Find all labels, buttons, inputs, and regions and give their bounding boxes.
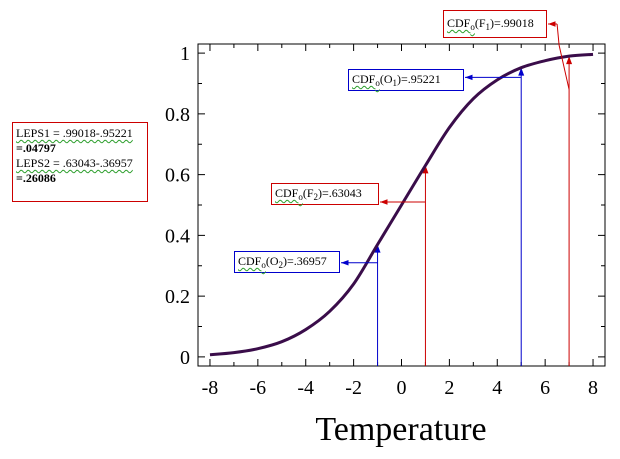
annotation-o1-sub-o: o bbox=[375, 78, 380, 88]
annotation-cdf-f2: CDFo(F2)=.63043 bbox=[271, 183, 379, 205]
annotation-o1-prefix: CDF bbox=[352, 72, 376, 86]
y-tick-label: 0.4 bbox=[165, 225, 190, 247]
x-tick-label: -2 bbox=[345, 377, 362, 399]
y-tick-label: 0.8 bbox=[165, 104, 190, 126]
reference-lines bbox=[374, 56, 573, 366]
annotation-o2-sub-n: 2 bbox=[278, 260, 284, 270]
x-tick-labels: -8 -6 -4 -2 0 2 4 6 8 bbox=[202, 377, 598, 399]
x-tick-label: -8 bbox=[202, 377, 219, 399]
annotation-arrowhead bbox=[380, 199, 388, 205]
annotation-arrow bbox=[556, 23, 570, 90]
annotation-f2-arg: (F bbox=[302, 186, 314, 200]
annotation-f2-sub-o: o bbox=[298, 192, 303, 202]
y-tick-labels: 0 0.2 0.4 0.6 0.8 1 bbox=[165, 43, 190, 369]
annotation-f2-sub-n: 2 bbox=[313, 192, 319, 202]
x-tick-label: -4 bbox=[297, 377, 314, 399]
annotation-cdf-o1: CDFo(O1)=.95221 bbox=[348, 69, 464, 91]
annotation-cdf-f1: CDFo(F1)=.99018 bbox=[443, 10, 547, 38]
reference-arrowhead bbox=[566, 56, 573, 65]
annotation-arrowhead bbox=[465, 74, 473, 81]
cdf-curve bbox=[209, 52, 594, 357]
annotation-o1-sub-n: 1 bbox=[392, 78, 398, 88]
x-axis-label: Temperature bbox=[315, 411, 486, 448]
annotation-f1-tail: )=.99018 bbox=[490, 16, 534, 30]
leps1-result: =.04797 bbox=[16, 141, 56, 155]
x-tick-label: 6 bbox=[540, 377, 550, 399]
annotation-cdf-o2: CDFo(O2)=.36957 bbox=[234, 251, 340, 273]
y-tick-label: 1 bbox=[180, 43, 190, 65]
y-tick-label: 0.2 bbox=[165, 286, 190, 308]
annotation-o1-arg: (O bbox=[379, 72, 393, 86]
annotation-f1-arg: (F bbox=[474, 16, 486, 30]
x-tick-label: 4 bbox=[492, 377, 502, 399]
leps-summary-box: LEPS1 = .99018-.95221 =.04797 LEPS2 = .6… bbox=[12, 122, 148, 202]
annotation-f2-prefix: CDF bbox=[275, 186, 299, 200]
reference-arrowhead bbox=[518, 67, 525, 76]
leps2-result: =.26086 bbox=[16, 171, 56, 185]
annotation-arrowhead bbox=[341, 259, 349, 266]
reference-arrowhead bbox=[374, 244, 381, 253]
x-tick-label: -6 bbox=[250, 377, 267, 399]
y-tick-label: 0.6 bbox=[165, 165, 190, 187]
annotation-arrowhead bbox=[548, 21, 556, 27]
y-tick-label: 0 bbox=[180, 347, 190, 369]
annotation-arrows bbox=[341, 21, 570, 266]
x-tick-label: 8 bbox=[588, 377, 598, 399]
annotation-f1-sub-o: o bbox=[470, 22, 475, 32]
x-tick-label: 0 bbox=[397, 377, 407, 399]
annotation-o2-arg: (O bbox=[265, 254, 279, 268]
annotation-o2-sub-o: o bbox=[261, 260, 266, 270]
leps1-formula: LEPS1 = .99018-.95221 bbox=[16, 126, 133, 140]
reference-arrowhead bbox=[422, 165, 429, 174]
annotation-f2-tail: )=.63043 bbox=[318, 186, 362, 200]
annotation-o1-tail: )=.95221 bbox=[397, 72, 441, 86]
x-tick-label: 2 bbox=[444, 377, 454, 399]
leps2-formula: LEPS2 = .63043-.36957 bbox=[16, 156, 133, 170]
annotation-o2-tail: )=.36957 bbox=[283, 254, 327, 268]
annotation-f1-sub-n: 1 bbox=[485, 22, 491, 32]
annotation-o2-prefix: CDF bbox=[238, 254, 262, 268]
axis-ticks bbox=[198, 44, 605, 366]
annotation-f1-prefix: CDF bbox=[447, 16, 471, 30]
